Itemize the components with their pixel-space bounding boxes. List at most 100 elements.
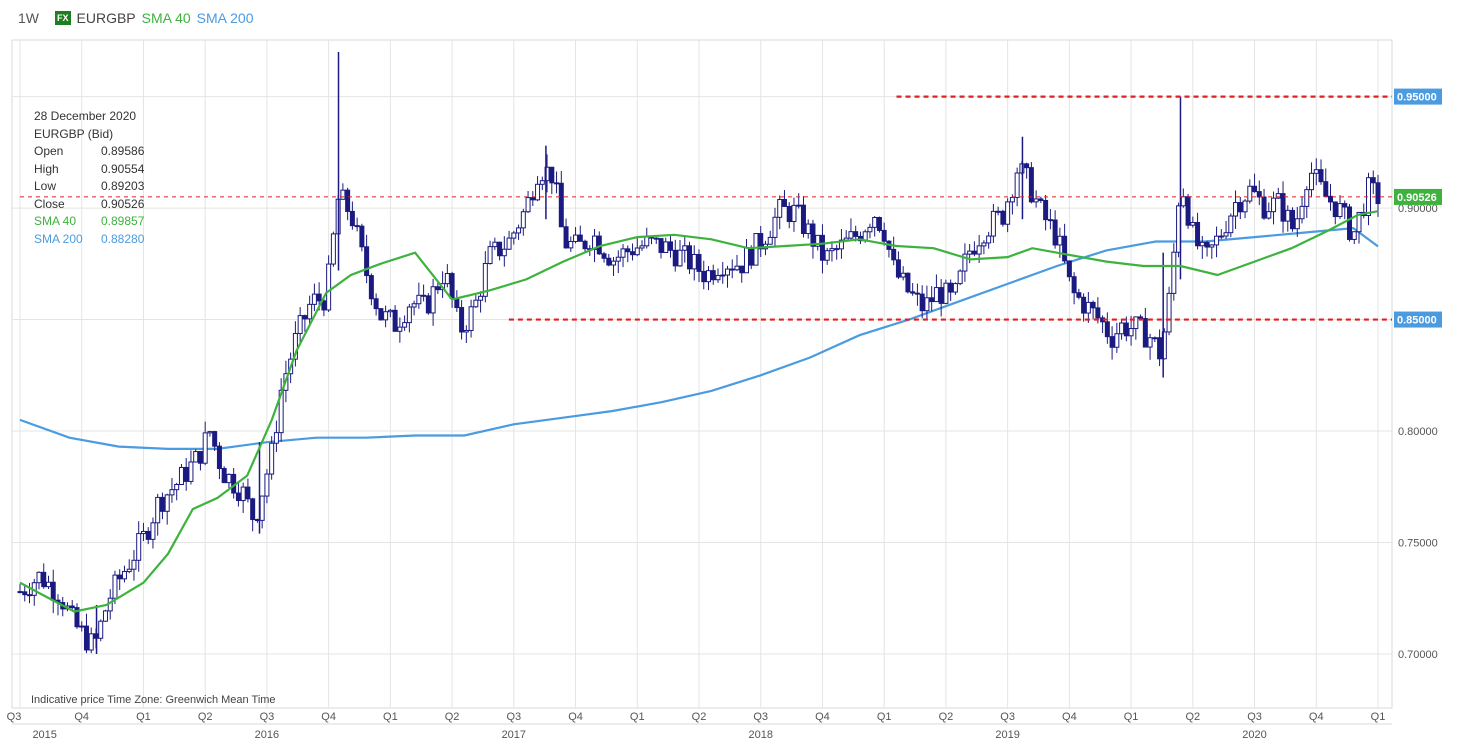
candle-body <box>1228 215 1234 234</box>
x-quarter-label: Q2 <box>939 711 954 723</box>
candle-body <box>1256 191 1262 198</box>
candle-body <box>710 270 716 281</box>
candle-body <box>1299 205 1305 220</box>
candle-body <box>259 495 265 521</box>
price-tag-label: 0.90526 <box>1397 192 1437 204</box>
candle-body <box>302 315 308 320</box>
candle-body <box>22 591 28 596</box>
candle-body <box>929 297 935 303</box>
candle-body <box>1076 292 1082 298</box>
candle-body <box>867 226 873 233</box>
x-quarter-label: Q4 <box>74 711 89 723</box>
candle-body <box>1000 210 1006 225</box>
x-quarter-label: Q2 <box>692 711 707 723</box>
candle-body <box>349 210 355 227</box>
candle-body <box>45 581 51 588</box>
candle-body <box>1342 203 1348 208</box>
candle-body <box>1038 198 1044 202</box>
candle-body <box>1337 203 1343 218</box>
candle-body <box>1309 172 1315 191</box>
candle-body <box>373 298 379 310</box>
candle-body <box>26 594 32 597</box>
candle-body <box>786 205 792 223</box>
candle-body <box>1157 337 1163 360</box>
x-quarter-label: Q1 <box>877 711 892 723</box>
footnote: Indicative price Time Zone: Greenwich Me… <box>31 694 276 706</box>
candle-body <box>421 294 427 297</box>
candle-body <box>881 229 887 242</box>
candle-body <box>1261 196 1267 219</box>
candle-body <box>611 260 617 266</box>
candle-body <box>364 246 370 277</box>
candle-body <box>687 245 693 270</box>
x-year-label: 2019 <box>995 729 1019 741</box>
candle-body <box>743 247 749 274</box>
candle-body <box>487 246 493 264</box>
x-quarter-label: Q1 <box>136 711 151 723</box>
candle-body <box>986 235 992 244</box>
candle-body <box>753 233 759 266</box>
candle-body <box>1347 206 1353 240</box>
candle-body <box>273 432 279 444</box>
candle-body <box>910 291 916 294</box>
candle-body <box>269 442 275 475</box>
candle-body <box>297 315 303 334</box>
candle-body <box>1028 167 1034 203</box>
candle-body <box>696 253 702 272</box>
candle-body <box>278 389 284 434</box>
candle-body <box>933 287 939 303</box>
candle-body <box>796 204 802 207</box>
y-tick-label: 0.75000 <box>1398 538 1438 550</box>
candle-body <box>1071 276 1077 294</box>
candle-body <box>981 242 987 247</box>
candle-body <box>311 293 317 305</box>
candle-body <box>995 210 1001 213</box>
candle-body <box>1318 169 1324 183</box>
candle-body <box>1247 185 1253 202</box>
candle-body <box>819 234 825 261</box>
candle-body <box>1119 322 1125 335</box>
candle-body <box>83 625 89 651</box>
candle-body <box>891 248 897 261</box>
candle-body <box>41 571 47 588</box>
candle-body <box>705 270 711 283</box>
timeframe-label[interactable]: 1W <box>18 10 39 26</box>
candle-body <box>606 257 612 266</box>
sma200-legend[interactable]: SMA 200 <box>196 10 254 26</box>
candle-body <box>848 231 854 239</box>
x-year-label: 2017 <box>502 729 526 741</box>
info-date: 28 December 2020 <box>34 109 137 123</box>
candle-body <box>1332 201 1338 218</box>
level-lines <box>20 95 1392 321</box>
candle-body <box>449 273 455 299</box>
candle-body <box>321 300 327 311</box>
x-quarter-label: Q1 <box>1371 711 1386 723</box>
candle-body <box>677 249 683 267</box>
candle-body <box>169 489 175 496</box>
candle-body <box>1138 316 1144 320</box>
candle-body <box>1209 244 1215 248</box>
x-quarter-label: Q3 <box>7 711 22 723</box>
candle-body <box>630 251 636 256</box>
candle-body <box>895 259 901 278</box>
candle-body <box>1285 209 1291 222</box>
sma40-legend[interactable]: SMA 40 <box>141 10 191 26</box>
candle-body <box>1123 322 1129 337</box>
candle-body <box>967 250 973 255</box>
candle-body <box>264 473 270 497</box>
candle-body <box>387 309 393 313</box>
candle-body <box>235 492 241 502</box>
symbol-label[interactable]: EURGBP <box>76 10 136 26</box>
candle-body <box>720 274 726 277</box>
candle-body <box>1214 235 1220 246</box>
info-row-open: Open 0.89586 <box>34 144 145 158</box>
candle-body <box>164 494 170 512</box>
candle-body <box>701 270 707 283</box>
info-instrument: EURGBP (Bid) <box>34 126 114 141</box>
price-tag <box>1394 88 1442 105</box>
x-year-label: 2018 <box>748 729 772 741</box>
candle-body <box>430 286 436 314</box>
candle-body <box>1218 235 1224 238</box>
candle-body <box>554 182 560 185</box>
